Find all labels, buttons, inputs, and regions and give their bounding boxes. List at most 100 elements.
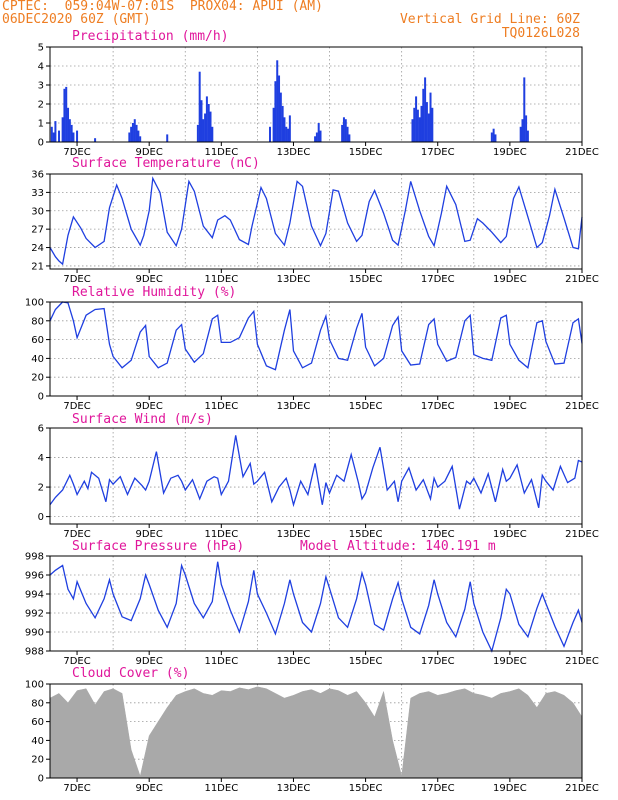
pres-xtick-label-7: 21DEC [565, 656, 599, 667]
precip-bar-47 [344, 119, 347, 142]
precip-bar-60 [429, 92, 432, 142]
pres-ytick-label-4: 996 [25, 571, 44, 582]
pres-ytick-label-2: 992 [25, 609, 44, 620]
precip-ytick-label-4: 4 [38, 62, 44, 73]
pres-title: Surface Pressure (hPa) [72, 539, 244, 554]
precip-bar-53 [416, 109, 419, 142]
precip-bar-63 [492, 128, 495, 142]
precip-bar-64 [494, 134, 497, 142]
precip-bar-45 [341, 124, 344, 142]
precip-bar-12 [94, 138, 97, 142]
temp-xtick-label-1: 9DEC [135, 274, 162, 285]
cloud-area [49, 686, 583, 779]
precip-bar-13 [128, 132, 131, 142]
cloud-xtick-label-6: 19DEC [493, 783, 527, 794]
precip-bar-42 [315, 132, 318, 142]
wind-ytick-label-2: 4 [38, 453, 44, 464]
pres-frame [49, 555, 583, 652]
precip-bar-67 [523, 77, 526, 142]
cloud-xtick-label-5: 17DEC [421, 783, 455, 794]
precip-bar-51 [413, 107, 416, 142]
precip-bar-9 [70, 124, 73, 142]
rh-xtick-label-2: 11DEC [204, 401, 238, 412]
wind-series-line [49, 435, 583, 510]
precip-xtick-label-5: 17DEC [421, 147, 455, 158]
wind-title: Surface Wind (m/s) [72, 412, 213, 427]
precip-bar-14 [130, 126, 133, 142]
wind-xtick-label-4: 15DEC [349, 529, 383, 540]
wind-xtick-label-0: 7DEC [63, 529, 90, 540]
precip-bar-37 [283, 117, 286, 142]
precip-xtick-label-2: 11DEC [204, 147, 238, 158]
pres-ytick-label-0: 988 [25, 647, 44, 658]
cloud-ytick-label-2: 40 [31, 736, 44, 747]
precip-bar-16 [133, 119, 136, 142]
precip-bar-4 [61, 117, 64, 142]
wind-ytick-label-1: 2 [38, 483, 44, 494]
rh-title: Relative Humidity (%) [72, 285, 236, 300]
precip-bar-30 [269, 126, 272, 142]
precip-bar-46 [342, 117, 345, 142]
rh-xtick-label-6: 19DEC [493, 401, 527, 412]
precip-bar-61 [431, 107, 434, 142]
wind-ytick-label-0: 0 [38, 512, 44, 523]
precip-bar-28 [209, 111, 212, 142]
precip-bar-32 [274, 81, 277, 142]
precip-bar-69 [526, 130, 529, 142]
precip-bar-38 [285, 126, 288, 142]
temp-frame [49, 173, 583, 270]
rh-series-line [49, 301, 583, 371]
temp-ytick-label-5: 36 [31, 170, 44, 181]
temp-ytick-label-1: 24 [31, 243, 44, 254]
precip-bar-5 [63, 88, 66, 142]
precip-bar-68 [525, 115, 528, 142]
rh-ytick-label-1: 20 [31, 373, 44, 384]
cloud-ytick-label-4: 80 [31, 698, 44, 709]
cloud-xtick-label-3: 13DEC [277, 783, 311, 794]
precip-title: Precipitation (mm/h) [72, 29, 229, 44]
temp-series-line [49, 176, 583, 266]
temp-xtick-label-6: 19DEC [493, 274, 527, 285]
precip-bar-0 [50, 126, 53, 142]
rh-xtick-label-0: 7DEC [63, 401, 90, 412]
precip-bar-10 [72, 132, 75, 142]
pres-xtick-label-5: 17DEC [421, 656, 455, 667]
precip-bar-1 [52, 132, 55, 142]
precip-frame [49, 46, 583, 143]
precip-bar-31 [272, 107, 275, 142]
rh-ytick-label-5: 100 [25, 298, 44, 309]
header-line2-left: 06DEC2020 60Z (GMT) [2, 12, 151, 27]
rh-ytick-label-2: 40 [31, 354, 44, 365]
header-line1-left: CPTEC: 059:04W-07:01S PROX04: APUI (AM) [2, 0, 323, 14]
temp-ytick-label-0: 21 [31, 261, 44, 272]
precip-bar-55 [420, 105, 423, 142]
precip-bar-18 [137, 130, 140, 142]
precip-bar-41 [314, 136, 317, 142]
pres-ytick-label-3: 994 [25, 590, 44, 601]
cloud-ytick-label-0: 0 [38, 774, 44, 785]
pres-xtick-label-3: 13DEC [277, 656, 311, 667]
precip-bar-57 [424, 77, 427, 142]
pres-xtick-label-2: 11DEC [204, 656, 238, 667]
precip-bar-33 [276, 60, 279, 142]
cloud-ytick-label-5: 100 [25, 680, 44, 691]
precip-xtick-label-3: 13DEC [277, 147, 311, 158]
wind-frame [49, 427, 583, 525]
wind-xtick-label-1: 9DEC [135, 529, 162, 540]
temp-xtick-label-7: 21DEC [565, 274, 599, 285]
pres-xtick-label-6: 19DEC [493, 656, 527, 667]
precip-bar-15 [131, 123, 134, 142]
precip-bar-58 [425, 102, 428, 142]
pres-series-line [49, 561, 583, 653]
wind-xtick-label-3: 13DEC [277, 529, 311, 540]
temp-xtick-label-4: 15DEC [349, 274, 383, 285]
precip-bar-7 [67, 107, 70, 142]
precip-bar-62 [490, 132, 493, 142]
cloud-xtick-label-2: 11DEC [204, 783, 238, 794]
precip-bar-54 [418, 117, 421, 142]
wind-xtick-label-2: 11DEC [204, 529, 238, 540]
precip-ytick-label-1: 1 [38, 119, 44, 130]
cloud-xtick-label-1: 9DEC [135, 783, 162, 794]
temp-xtick-label-0: 7DEC [63, 274, 90, 285]
cloud-xtick-label-7: 21DEC [565, 783, 599, 794]
